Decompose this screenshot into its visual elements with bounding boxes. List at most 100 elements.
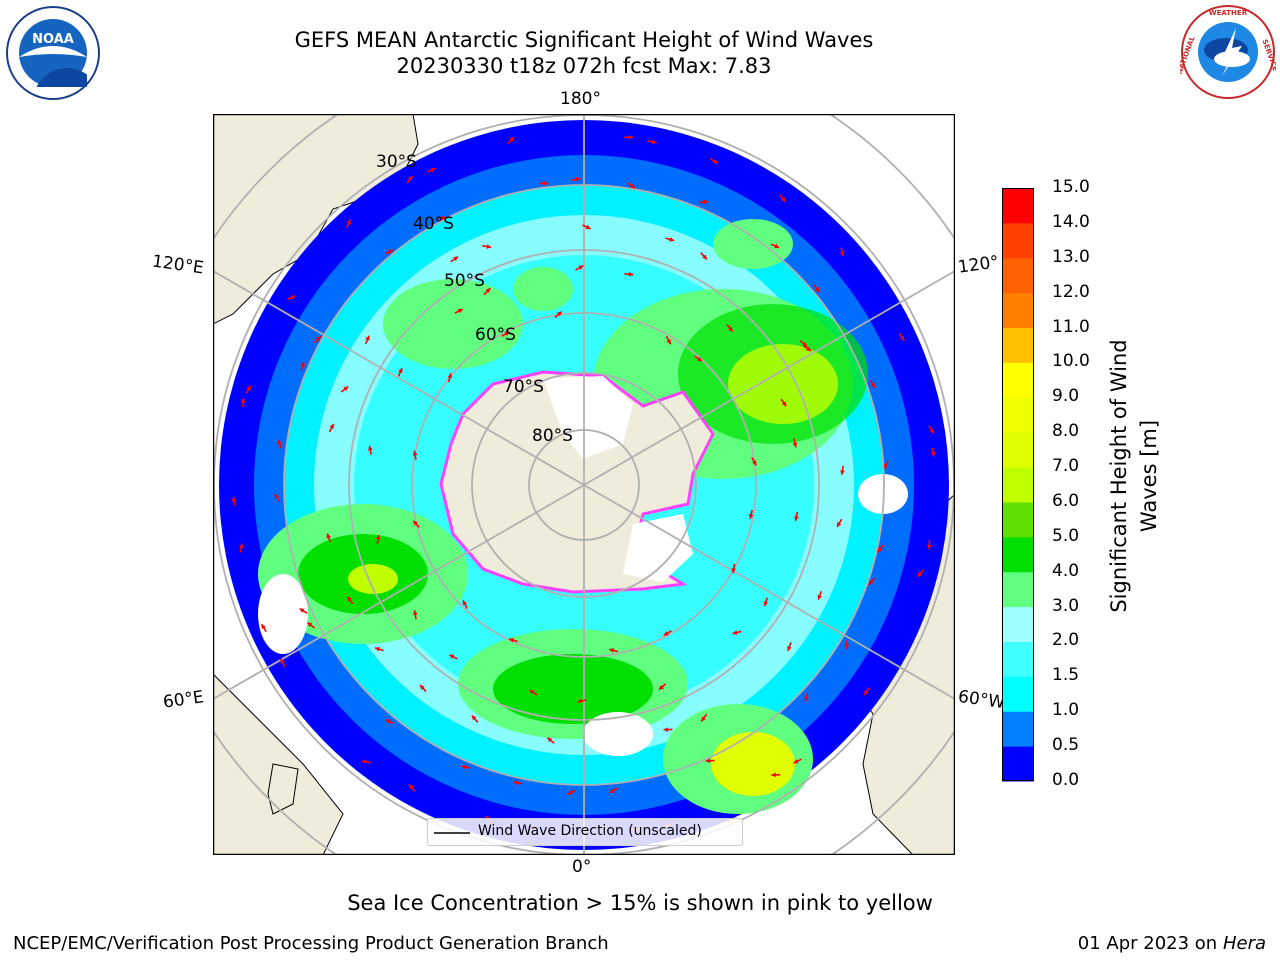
arrow-head: [412, 610, 418, 616]
colorbar-cell: [1002, 606, 1034, 642]
colorbar-cell: [1002, 711, 1034, 747]
arrow-head: [486, 244, 492, 249]
colorbar-cell: [1002, 432, 1034, 468]
arrow-head: [280, 658, 285, 664]
arrow-head: [547, 737, 553, 743]
colorbar-tick-label: 9.0: [1052, 386, 1080, 407]
colorbar-cell: [1002, 362, 1034, 398]
arrow-head: [712, 159, 718, 164]
arrow-head: [575, 176, 581, 182]
lon-label-0: 0°: [572, 857, 592, 877]
arrow-head: [926, 544, 932, 550]
arrow-head: [461, 764, 467, 770]
colorbar-tick-label: 11.0: [1052, 316, 1090, 337]
colorbar-tick-label: 5.0: [1052, 525, 1080, 546]
arrow-head: [407, 175, 413, 181]
lon-label-60w: 60°W: [956, 686, 1007, 714]
legend-label: Wind Wave Direction (unscaled): [478, 823, 702, 839]
arrow-head: [453, 256, 459, 262]
colorbar-tick-label: 6.0: [1052, 490, 1080, 511]
colorbar: [1002, 188, 1034, 782]
arrow-head: [780, 196, 786, 202]
arrow-head: [929, 428, 934, 434]
arrow-head: [666, 339, 671, 345]
sea-ice-note: Sea Ice Concentration > 15% is shown in …: [347, 891, 933, 915]
map-title: GEFS MEAN Antarctic Significant Height o…: [294, 28, 874, 52]
arrow-head: [329, 423, 334, 429]
arrow-head: [508, 637, 514, 643]
arrow-head: [307, 622, 313, 628]
arrow-head: [628, 134, 634, 140]
colorbar-cell: [1002, 676, 1034, 712]
arrow-head: [774, 243, 780, 249]
arrow-head: [290, 295, 296, 300]
colorbar-tick-label: 4.0: [1052, 560, 1080, 581]
colorbar-tick-label: 2.0: [1052, 630, 1080, 651]
arrow-head: [567, 790, 573, 795]
colorbar-cell: [1002, 641, 1034, 677]
lon-label-120w: 120°: [956, 252, 1001, 278]
arrow-head: [696, 356, 702, 362]
colorbar-tick-label: 0.0: [1052, 770, 1080, 790]
colorbar-cell: [1002, 327, 1034, 363]
arrow-head: [398, 368, 403, 374]
arrow-head: [412, 450, 418, 456]
madagascar-landmass: [267, 763, 299, 815]
arrow-head: [261, 624, 266, 630]
lon-label-120e: 120°E: [150, 251, 205, 279]
arrow-head: [238, 543, 244, 549]
arrow-head: [274, 493, 280, 499]
arrow-head: [752, 460, 757, 466]
arrow-head: [884, 464, 889, 469]
colorbar-cell: [1002, 188, 1034, 224]
arrow-head: [868, 580, 874, 586]
noaa-logo-text: NOAA: [32, 32, 74, 47]
arrow-head: [748, 513, 754, 519]
arrow-head: [793, 759, 799, 764]
arrow-head: [732, 630, 738, 635]
arrow-head: [578, 265, 584, 270]
arrow-head: [361, 759, 367, 765]
arrow-head: [529, 690, 535, 695]
lat-label-70s: 70°S: [503, 377, 544, 397]
arrow-head: [763, 601, 769, 607]
arrow-head: [240, 397, 246, 403]
arrow-head: [375, 535, 381, 540]
colorbar-title-line1: Significant Height of Wind: [1107, 339, 1131, 613]
colorbar-tick-label: 1.0: [1052, 700, 1080, 721]
colorbar-cell: [1002, 536, 1034, 573]
arrow-head: [300, 361, 305, 367]
arrow-head: [806, 346, 812, 352]
arrow-head: [367, 445, 373, 451]
arrow-head: [441, 215, 447, 221]
arrow-head: [837, 521, 842, 527]
footer-machine: Hera: [1222, 933, 1266, 954]
arrow-head: [663, 727, 668, 732]
colorbar-tick-label: 12.0: [1052, 281, 1090, 302]
arrow-head: [577, 698, 583, 704]
arrow-head: [513, 780, 518, 786]
arrow-head: [430, 167, 436, 173]
arrow-head: [787, 646, 792, 651]
arrow-head: [413, 520, 418, 526]
arrow-head: [658, 685, 664, 690]
arrow-head: [705, 758, 711, 764]
polar-map: 30°S 40°S 50°S 60°S 70°S 80°S: [213, 114, 955, 855]
colorbar-cell: [1002, 257, 1034, 294]
map-frame: [213, 114, 955, 855]
lat-label-40s: 40°S: [413, 214, 454, 234]
colorbar-cell: [1002, 746, 1034, 782]
arrow-head: [930, 451, 936, 457]
colorbar-tick-label: 13.0: [1052, 246, 1090, 267]
colorbar-tick-label: 14.0: [1052, 211, 1090, 232]
svg-text:WEATHER: WEATHER: [1209, 9, 1248, 17]
colorbar-cell: [1002, 222, 1034, 259]
lat-label-80s: 80°S: [532, 426, 573, 446]
colorbar-tick-label: 0.5: [1052, 735, 1080, 756]
arrow-head: [504, 331, 510, 337]
arrow-head: [771, 772, 776, 778]
arrow-head: [917, 571, 923, 577]
arrow-head: [702, 254, 707, 260]
arrow-head: [326, 533, 332, 539]
colorbar-cell: [1002, 467, 1034, 503]
